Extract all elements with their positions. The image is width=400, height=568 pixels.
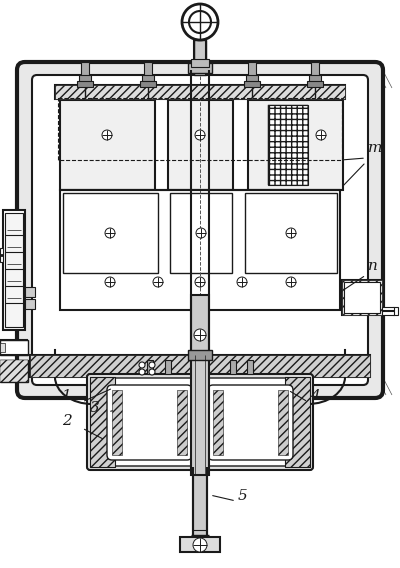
Bar [142, 75, 154, 83]
Bar [278, 390, 288, 455]
Bar [0, 340, 28, 355]
Bar [246, 75, 258, 83]
Bar [188, 350, 212, 360]
FancyBboxPatch shape [98, 378, 302, 466]
Text: 3: 3 [90, 401, 100, 415]
Bar [248, 100, 343, 190]
Bar [194, 40, 206, 75]
Bar [170, 193, 232, 273]
Text: 4: 4 [310, 389, 320, 403]
Bar [309, 75, 321, 83]
Text: 1: 1 [62, 389, 72, 403]
Bar [177, 390, 187, 455]
Bar [79, 75, 91, 83]
Bar [144, 62, 152, 82]
Bar [140, 81, 156, 87]
Bar [342, 280, 382, 315]
FancyBboxPatch shape [87, 374, 313, 470]
Text: 2: 2 [62, 414, 72, 428]
Bar [191, 355, 209, 475]
Circle shape [195, 277, 205, 287]
Circle shape [182, 4, 218, 40]
Bar [112, 390, 122, 455]
Bar [188, 63, 212, 73]
Bar [0, 248, 3, 262]
Circle shape [193, 538, 207, 552]
Bar [247, 360, 253, 374]
Bar [393, 307, 398, 315]
Bar [25, 287, 35, 297]
Circle shape [149, 369, 155, 375]
Bar [0, 343, 5, 352]
Circle shape [237, 277, 247, 287]
Bar [5, 213, 23, 327]
Circle shape [316, 130, 326, 140]
Bar [248, 62, 256, 82]
Bar [30, 355, 370, 377]
Circle shape [189, 11, 211, 33]
Circle shape [286, 277, 296, 287]
Bar [90, 377, 115, 467]
Circle shape [139, 362, 145, 368]
Bar [382, 307, 394, 315]
Bar [55, 85, 345, 99]
Bar [147, 360, 153, 374]
Bar [168, 100, 233, 190]
Bar [0, 360, 28, 382]
Bar [268, 105, 308, 185]
Circle shape [149, 362, 155, 368]
Bar [165, 360, 171, 374]
Bar [90, 377, 115, 467]
Circle shape [105, 228, 115, 238]
Bar [344, 282, 380, 313]
Circle shape [194, 329, 206, 341]
Text: m: m [368, 141, 382, 155]
Bar [30, 355, 370, 377]
Bar [77, 81, 93, 87]
Bar [230, 360, 236, 374]
Bar [285, 377, 310, 467]
Bar [285, 377, 310, 467]
Circle shape [196, 228, 206, 238]
Bar [55, 85, 345, 99]
Bar [268, 105, 308, 185]
Bar [213, 390, 223, 455]
Circle shape [139, 369, 145, 375]
Bar [0, 360, 28, 382]
Circle shape [102, 130, 112, 140]
Bar [58, 98, 342, 160]
Bar [60, 190, 340, 310]
Circle shape [286, 228, 296, 238]
Bar [311, 62, 319, 82]
Circle shape [153, 277, 163, 287]
Bar [3, 210, 25, 330]
FancyBboxPatch shape [208, 385, 293, 460]
Circle shape [195, 130, 205, 140]
Bar [63, 193, 158, 273]
Bar [244, 81, 260, 87]
Bar [191, 295, 209, 355]
Bar [193, 467, 207, 537]
Bar [81, 62, 89, 82]
Bar [60, 100, 155, 190]
Text: 5: 5 [238, 489, 248, 503]
FancyBboxPatch shape [17, 62, 383, 398]
FancyBboxPatch shape [107, 385, 192, 460]
Bar [191, 59, 209, 67]
Text: n: n [368, 259, 378, 273]
Bar [180, 537, 220, 552]
Bar [25, 299, 35, 309]
Circle shape [105, 277, 115, 287]
FancyBboxPatch shape [32, 75, 368, 385]
Bar [307, 81, 323, 87]
Bar [245, 193, 337, 273]
Bar [342, 280, 382, 315]
